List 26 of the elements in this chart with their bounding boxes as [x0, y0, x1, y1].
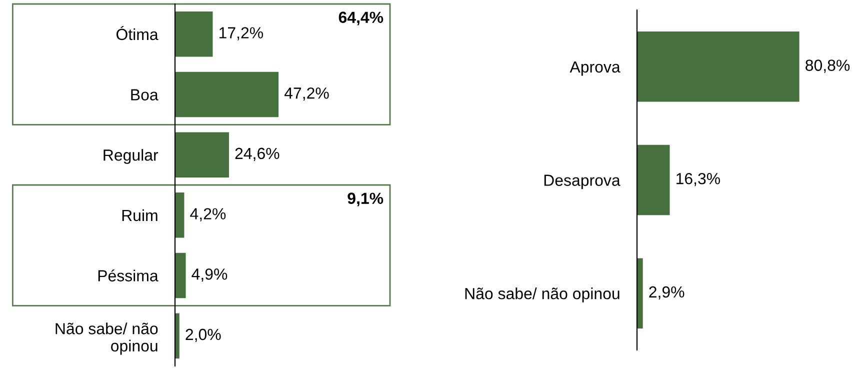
y-tick-label: Desaprova: [544, 174, 620, 190]
data-label: 2,0%: [186, 328, 221, 342]
bar: [175, 12, 213, 57]
data-label: 16,3%: [676, 172, 720, 186]
data-label: 4,2%: [190, 208, 226, 222]
data-label: 80,8%: [806, 60, 850, 73]
y-tick-label: Regular: [104, 149, 158, 164]
bar: [175, 72, 279, 118]
data-label: 47,2%: [284, 87, 329, 101]
data-label: 24,6%: [235, 148, 280, 162]
data-label: 17,2%: [220, 27, 264, 40]
bar: [175, 313, 180, 358]
text: 64,4%: [338, 12, 384, 26]
data-label: 4,9%: [192, 268, 228, 282]
y-tick-label: Aprova: [570, 61, 620, 76]
text: 9,1%: [348, 192, 384, 206]
y-tick-label: Boa: [131, 89, 158, 100]
y-tick-label: Não sabe/ não opinou: [465, 288, 620, 302]
y-tick-label: Não sabe/ não opinou: [56, 322, 158, 355]
y-tick-label: Ótima: [116, 26, 158, 40]
y-tick-label: Péssima: [98, 270, 158, 282]
bar: [175, 252, 186, 298]
bar: [175, 192, 184, 238]
bar: [175, 132, 229, 178]
data-label: 2,9%: [649, 286, 684, 300]
y-tick-label: Ruim: [122, 209, 158, 222]
